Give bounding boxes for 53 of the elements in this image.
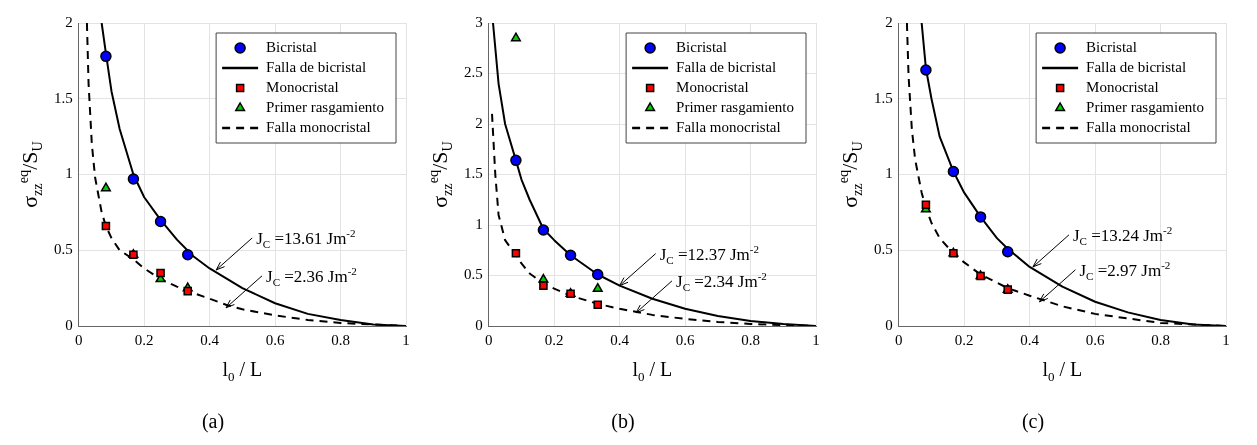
x-tick-label: 0.2 (544, 331, 564, 348)
legend-label: Monocristal (266, 78, 339, 95)
legend-label: Falla de bicristal (266, 58, 367, 75)
x-tick-label: 0.4 (610, 331, 630, 348)
legend-label: Primer rasgamiento (1086, 98, 1205, 115)
y-tick-label: 2 (65, 13, 73, 30)
legend-label: Primer rasgamiento (676, 98, 795, 115)
y-tick-label: 0.5 (464, 266, 483, 283)
y-tick-label: 0 (475, 316, 483, 333)
y-tick-label: 1 (885, 165, 893, 182)
x-tick-label: 0.2 (134, 331, 154, 348)
y-tick-label: 1 (65, 165, 73, 182)
y-tick-label: 2 (885, 13, 893, 30)
y-tick-label: 0 (65, 316, 73, 333)
y-tick-label: 2.5 (464, 64, 483, 81)
x-tick-label: 0.8 (331, 331, 350, 348)
x-tick-label: 0.6 (265, 331, 285, 348)
y-tick-label: 1 (475, 215, 483, 232)
y-axis-title: σzzeq/SU (424, 140, 456, 208)
text: (b) (610, 410, 636, 433)
y-tick-label: 1.5 (874, 89, 893, 106)
legend-label: Falla monocristal (1086, 118, 1191, 135)
x-tick-label: 1 (812, 331, 820, 348)
legend-label: Falla monocristal (266, 118, 371, 135)
text: (a) (200, 410, 226, 433)
y-tick-label: 2 (475, 114, 483, 131)
legend-label: Bicristal (266, 38, 317, 55)
x-tick-label: 0.2 (954, 331, 974, 348)
y-tick-label: 1.5 (54, 89, 73, 106)
y-tick-label: 1.5 (464, 165, 483, 182)
x-tick-label: 0.8 (741, 331, 760, 348)
legend-label: Falla de bicristal (1086, 58, 1187, 75)
y-tick-label: 0 (885, 316, 893, 333)
x-tick-label: 0.6 (675, 331, 695, 348)
x-tick-label: 0.4 (1020, 331, 1040, 348)
x-tick-label: 1 (402, 331, 410, 348)
y-axis-title: σzzeq/SU (834, 140, 866, 208)
y-axis-title: σzzeq/SU (14, 140, 46, 208)
legend-label: Falla de bicristal (676, 58, 777, 75)
legend-label: Monocristal (676, 78, 749, 95)
x-tick-label: 0.8 (1151, 331, 1170, 348)
x-tick-label: 0.6 (1085, 331, 1105, 348)
legend-label: Falla monocristal (676, 118, 781, 135)
legend-label: Monocristal (1086, 78, 1159, 95)
y-tick-label: 0.5 (54, 241, 73, 258)
x-tick-label: 1 (1222, 331, 1230, 348)
legend-label: Bicristal (1086, 38, 1137, 55)
y-tick-label: 0.5 (874, 241, 893, 258)
text: (c) (1020, 410, 1046, 433)
legend-label: Primer rasgamiento (266, 98, 385, 115)
legend-label: Bicristal (676, 38, 727, 55)
x-tick-label: 0.4 (200, 331, 220, 348)
y-tick-label: 3 (475, 13, 483, 30)
